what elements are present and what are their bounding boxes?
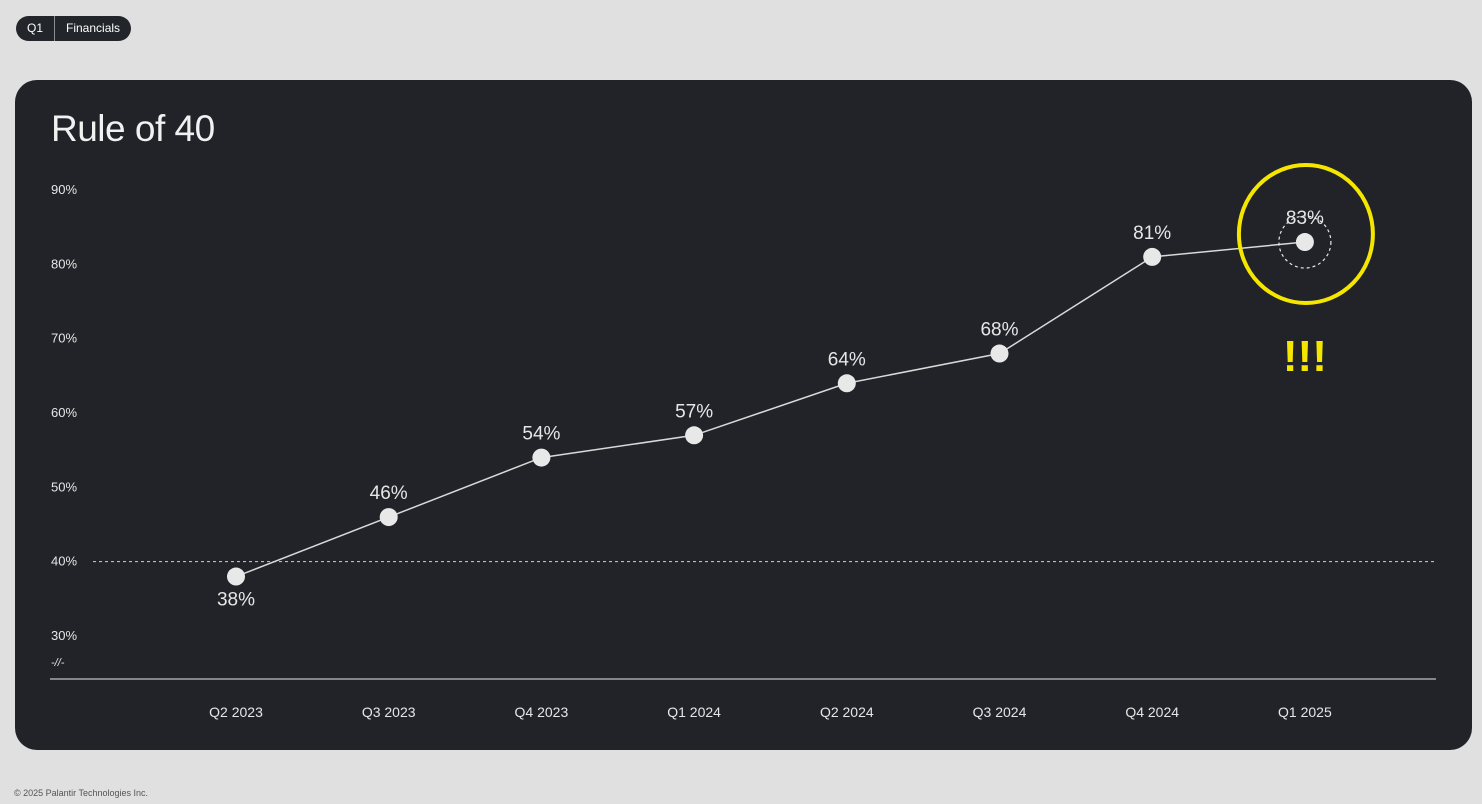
data-point: [379, 508, 398, 527]
x-tick-label: Q4 2024: [1125, 704, 1179, 720]
axis-break-marker: -//-: [51, 657, 65, 669]
highlight-annotation: !!!: [1283, 332, 1327, 381]
highlight-circle: [1236, 163, 1375, 306]
x-tick-label: Q3 2023: [362, 704, 416, 720]
highlight-dashed-ring: [1278, 215, 1332, 269]
y-tick-label: 50%: [51, 479, 77, 494]
x-tick-label: Q2 2024: [820, 704, 874, 720]
data-point: [1143, 247, 1162, 266]
y-tick-label: 60%: [51, 405, 77, 420]
data-point: [685, 426, 704, 445]
x-tick-label: Q2 2023: [209, 704, 263, 720]
data-point: [1295, 233, 1314, 252]
y-tick-label: 30%: [51, 628, 77, 643]
tag-quarter: Q1: [27, 21, 44, 35]
data-label: 68%: [980, 320, 1018, 341]
x-tick-label: Q1 2024: [667, 704, 721, 720]
y-tick-label: 80%: [51, 256, 77, 271]
x-tick-label: Q3 2024: [973, 704, 1027, 720]
tag-pill: Q1 Financials: [16, 16, 132, 41]
data-label: 64%: [828, 349, 866, 370]
y-tick-label: 70%: [51, 331, 77, 346]
data-label: 46%: [370, 483, 408, 504]
x-tick-label: Q1 2025: [1278, 704, 1332, 720]
data-label: 54%: [522, 424, 560, 445]
copyright-footer: © 2025 Palantir Technologies Inc.: [14, 788, 149, 798]
chart-title: Rule of 40: [51, 108, 215, 149]
data-point: [532, 448, 551, 467]
data-point: [227, 567, 245, 586]
data-label: 38%: [217, 590, 255, 611]
tag-section: Financials: [66, 21, 121, 35]
data-label: 57%: [675, 401, 713, 422]
chart-panel: Rule of 40: [15, 80, 1472, 750]
data-point: [990, 344, 1009, 363]
data-point: [837, 374, 856, 393]
data-label: 83%: [1286, 208, 1324, 229]
data-label: 81%: [1133, 223, 1171, 244]
tag-divider: [54, 16, 56, 41]
x-tick-label: Q4 2023: [515, 704, 569, 720]
y-tick-label: 90%: [51, 182, 77, 197]
y-tick-label: 40%: [51, 554, 77, 569]
series-line: [235, 241, 1305, 578]
